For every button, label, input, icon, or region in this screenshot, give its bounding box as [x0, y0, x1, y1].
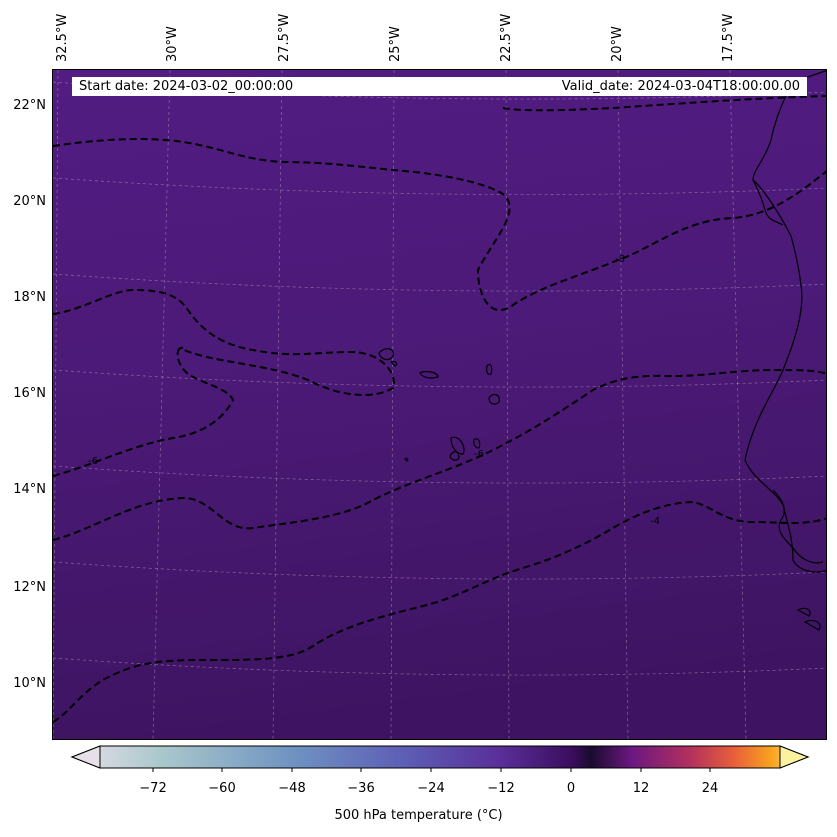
longitude-label: 32.5°W: [55, 13, 70, 62]
latitude-label: 22°N: [13, 98, 46, 113]
contour-label: -6: [474, 449, 484, 460]
colorbar-tick-label: −12: [487, 781, 515, 796]
latitude-label: 12°N: [13, 580, 46, 595]
temperature-field: [53, 70, 826, 739]
valid-date-text: Valid_date: 2024-03-04T18:00:00.00: [561, 79, 800, 94]
colorbar-min-extend: [70, 745, 101, 769]
longitude-label: 30°W: [165, 26, 180, 62]
gridlines: [53, 70, 826, 739]
colorbar-tick-label: −72: [139, 781, 167, 796]
longitude-label: 20°W: [610, 26, 625, 62]
run-info-box: Start date: 2024-03-02_00:00:00 Valid_da…: [72, 77, 807, 96]
longitude-label: 27.5°W: [277, 13, 292, 62]
contour-label: -6: [88, 456, 98, 467]
colorbar-label: 500 hPa temperature (°C): [334, 808, 503, 823]
cape-verde-islands: [378, 348, 500, 462]
colorbar-tick-label: 24: [701, 781, 719, 796]
colorbar-ticks: [152, 768, 711, 772]
latitude-label: 16°N: [13, 386, 46, 401]
contour-label: -4: [650, 516, 660, 527]
latitude-label: 18°N: [13, 290, 46, 305]
colorbar-tick-label: 0: [566, 781, 576, 796]
contour-label: -8: [615, 254, 625, 265]
senegal-coast-detail: [772, 489, 824, 564]
start-date-text: Start date: 2024-03-02_00:00:00: [79, 79, 294, 94]
latitude-label: 14°N: [13, 482, 46, 497]
temperature-contours: [53, 95, 826, 723]
contour-label-group: -8 -6 -6 -4: [88, 254, 660, 527]
map-canvas: -8 -6 -6 -4: [53, 70, 826, 739]
colorbar-gradient: [70, 745, 810, 769]
longitude-label: 22.5°W: [499, 13, 514, 62]
colorbar-max-extend: [779, 745, 810, 769]
colorbar: [70, 745, 810, 772]
colorbar-tick-label: −48: [278, 781, 306, 796]
map-panel: -8 -6 -6 -4: [52, 69, 827, 740]
colorbar-tick-label: 12: [632, 781, 650, 796]
colorbar-tick-label: −24: [417, 781, 445, 796]
latitude-label: 10°N: [13, 676, 46, 691]
colorbar-tick-label: −60: [208, 781, 236, 796]
longitude-label: 25°W: [388, 26, 403, 62]
colorbar-tick-label: −36: [347, 781, 375, 796]
africa-coastline: [744, 70, 826, 573]
longitude-label: 17.5°W: [721, 13, 736, 62]
latitude-label: 20°N: [13, 194, 46, 209]
coastlines: [378, 70, 826, 631]
